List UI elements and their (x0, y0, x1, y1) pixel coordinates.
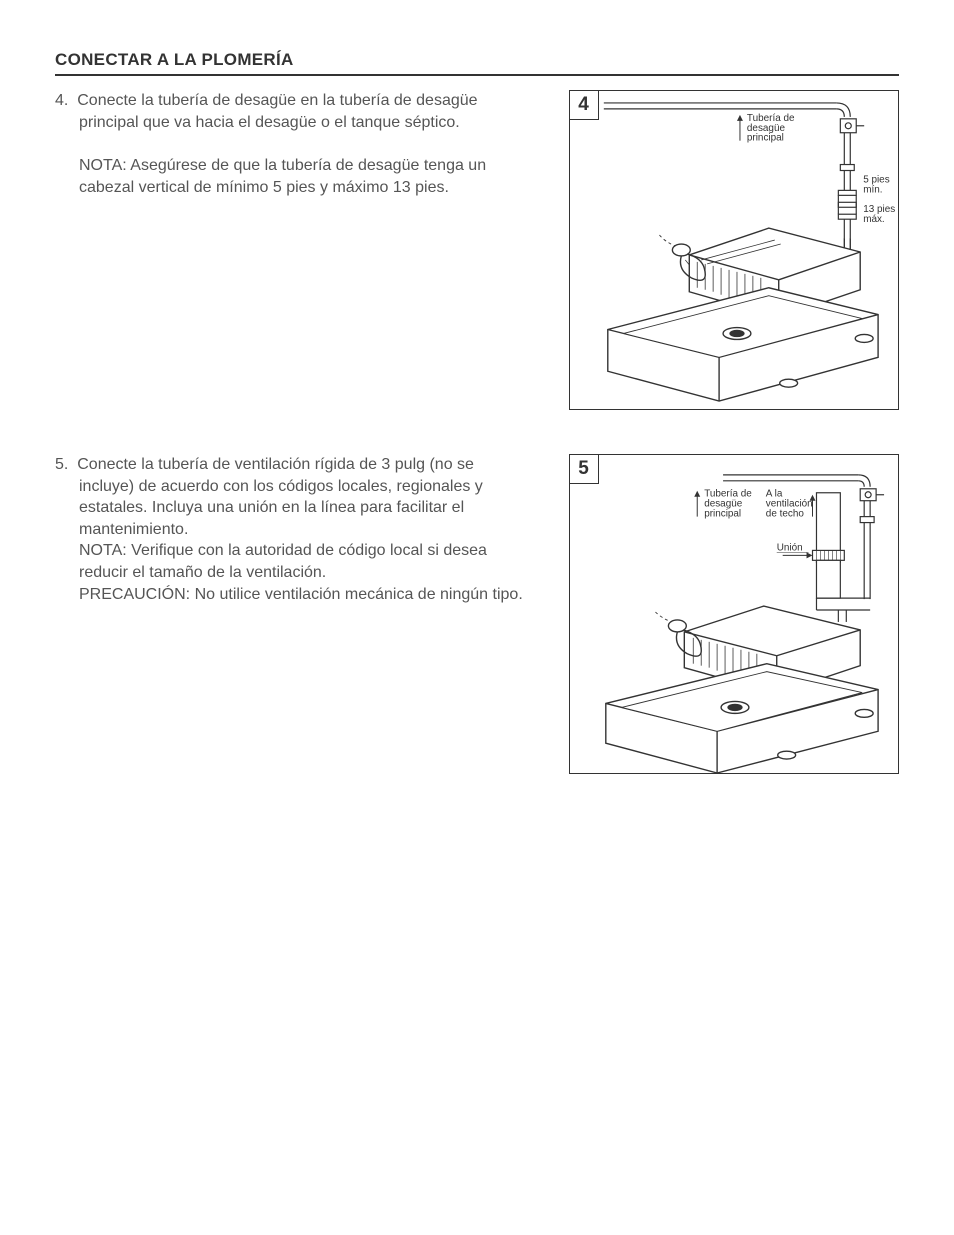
fig4-drain-l3: principal (747, 133, 784, 144)
step-4-row: 4. Conecte la tubería de desagüe en la t… (55, 90, 899, 410)
figure-5-diagram: Tubería de desagüe principal A la ventil… (570, 455, 898, 773)
step-4-body: Conecte la tubería de desagüe en la tube… (77, 92, 477, 131)
step-5-row: 5. Conecte la tubería de ventilación ríg… (55, 454, 899, 774)
step-5-note: NOTA: Verifique con la autoridad de códi… (55, 540, 530, 583)
step-4-text: 4. Conecte la tubería de desagüe en la t… (55, 90, 545, 198)
fig5-drain-l3: principal (704, 509, 741, 520)
figure-4-number: 4 (569, 90, 599, 120)
figure-4-diagram: Tubería de desagüe principal 5 pies mín.… (570, 91, 898, 409)
section-title: CONECTAR A LA PLOMERÍA (55, 50, 899, 76)
figure-4-box: 4 (569, 90, 899, 410)
step-4-num: 4. (55, 92, 68, 109)
fig4-max-l2: máx. (863, 214, 885, 225)
fig5-union: Unión (777, 542, 803, 553)
step-5-num: 5. (55, 456, 68, 473)
step-5-body: Conecte la tubería de ventilación rígida… (77, 456, 483, 538)
figure-5-col: 5 (545, 454, 899, 774)
step-5-text: 5. Conecte la tubería de ventilación ríg… (55, 454, 545, 605)
figure-5-box: 5 (569, 454, 899, 774)
step-5-caution: PRECAUCIÓN: No utilice ventilación mecán… (55, 584, 530, 606)
fig4-min-l2: mín. (863, 184, 882, 195)
figure-4-col: 4 (545, 90, 899, 410)
figure-5-number: 5 (569, 454, 599, 484)
fig5-vent-l3: de techo (766, 509, 805, 520)
step-4-note: NOTA: Asegúrese de que la tubería de des… (55, 155, 530, 198)
